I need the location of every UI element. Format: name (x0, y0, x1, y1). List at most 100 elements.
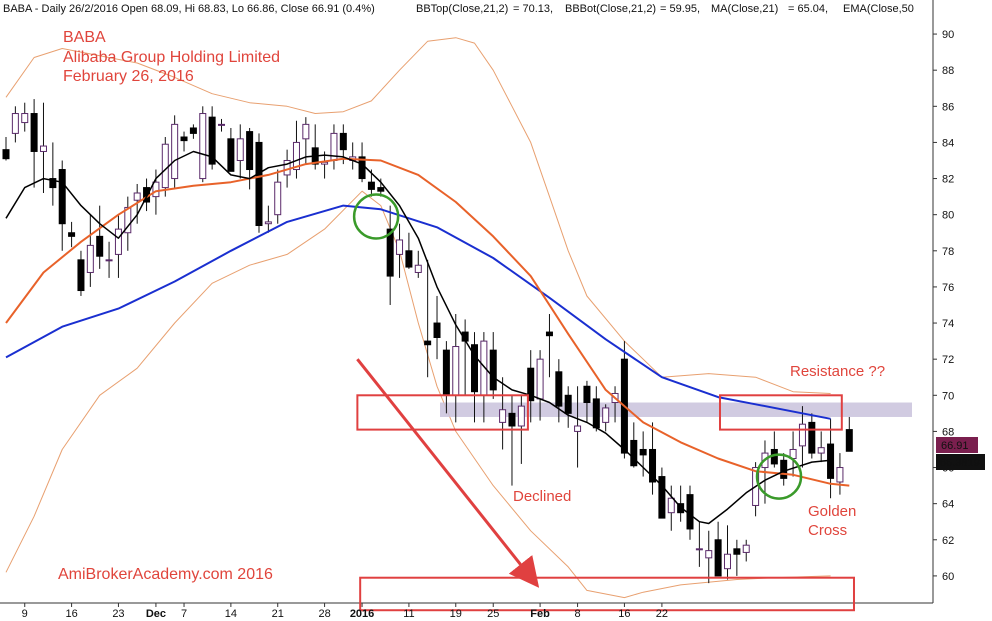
candle (695, 548, 703, 551)
candle (639, 448, 647, 456)
candle (386, 228, 394, 277)
candle (49, 178, 57, 189)
header-ema-label: EMA(Close,50 (843, 3, 914, 15)
candle (817, 447, 825, 454)
candle (742, 544, 750, 553)
candle (236, 138, 244, 161)
golden-cross-circle (755, 453, 803, 500)
candle (471, 344, 478, 393)
header-bbtop-value: = 70.13, (513, 3, 553, 15)
annotation-golden: Golden (808, 503, 856, 520)
candle (424, 340, 432, 346)
candle (564, 394, 572, 414)
candle (377, 187, 385, 192)
ma-badge: 66.3819 (940, 457, 980, 469)
annotation-symbol: BABA (63, 29, 106, 46)
ma21-line (5, 157, 850, 487)
candle (105, 259, 113, 262)
header-symbol-info: BABA - Daily 26/2/2016 Open 68.09, Hi 68… (3, 3, 375, 15)
candle (649, 448, 657, 483)
x-tick-label: 8 (575, 608, 581, 620)
candle (592, 398, 600, 429)
candle (433, 322, 441, 338)
y-tick-label: 64 (942, 499, 954, 511)
y-tick-label: 76 (942, 282, 954, 294)
candle (199, 113, 207, 180)
candle (723, 553, 731, 570)
candle (218, 123, 226, 126)
golden-cross-circle (352, 193, 400, 240)
candle (161, 143, 169, 189)
y-tick-label: 82 (942, 174, 954, 186)
y-tick-label: 80 (942, 210, 954, 222)
x-tick-label: 16 (65, 608, 77, 620)
candle (114, 228, 122, 255)
candle (264, 221, 272, 225)
y-tick-label: 74 (942, 318, 954, 330)
candle (714, 539, 722, 577)
grid-lines (0, 0, 934, 604)
candle (152, 181, 160, 198)
bbtop-line (5, 37, 831, 394)
candle (255, 141, 263, 227)
x-tick-label: 19 (450, 608, 462, 620)
x-tick-label: Feb (530, 608, 550, 620)
candle (658, 476, 666, 519)
y-tick-label: 72 (942, 354, 954, 366)
fast-ma-line (5, 150, 831, 525)
candle (227, 138, 235, 172)
candle (686, 494, 694, 530)
candle (77, 259, 85, 292)
candle (367, 181, 375, 190)
decline-arrow (356, 358, 540, 588)
annotation-watermark: AmiBrokerAcademy.com 2016 (58, 566, 273, 583)
ema50-line (5, 204, 831, 420)
candle (574, 425, 582, 432)
x-tick-label: 2016 (350, 608, 374, 620)
candle (39, 145, 47, 152)
x-tick-label: 14 (225, 608, 237, 620)
candle (180, 136, 188, 142)
x-tick-label: 9 (22, 608, 28, 620)
candle (21, 113, 29, 124)
y-tick-label: 60 (942, 571, 954, 583)
candle (339, 132, 347, 151)
candle (630, 439, 638, 467)
x-tick-label: 25 (487, 608, 499, 620)
annotation-resistance: Resistance ?? (790, 363, 885, 380)
y-tick-label: 62 (942, 535, 954, 547)
candle (124, 206, 132, 234)
annotation-date: February 26, 2016 (63, 68, 194, 85)
y-tick-label: 84 (942, 137, 954, 149)
candle (11, 113, 19, 134)
close-badge: 66.91 (941, 440, 969, 452)
candle (808, 421, 816, 454)
candle (208, 116, 216, 165)
candle (30, 113, 38, 152)
x-tick-label: 11 (403, 608, 414, 620)
x-tick-label: 22 (656, 608, 668, 620)
candle (667, 497, 675, 514)
candle (414, 264, 422, 273)
y-axis: 60626466687072747678808284868890 (933, 29, 954, 583)
header-bbbot-value: = 59.95, (660, 3, 700, 15)
candle (442, 349, 450, 396)
candle (780, 459, 788, 479)
annotation-box-resistance-right (718, 394, 843, 431)
candle (405, 250, 413, 268)
header-bbbot-label: BBBot(Close,21,2) (565, 3, 656, 15)
x-tick-label: Dec (146, 608, 166, 620)
x-tick-label: 21 (272, 608, 284, 620)
candle (292, 141, 300, 171)
candle (489, 349, 497, 391)
y-tick-label: 86 (942, 101, 954, 113)
annotation-company: Alibaba Group Holding Limited (63, 49, 280, 66)
bollinger-bands (5, 37, 831, 599)
candle (527, 367, 535, 402)
candle (705, 550, 713, 559)
indicator-lines (5, 150, 850, 525)
annotation-shapes (352, 193, 855, 612)
candle (171, 123, 179, 180)
candle (517, 405, 525, 427)
candle (246, 131, 254, 171)
